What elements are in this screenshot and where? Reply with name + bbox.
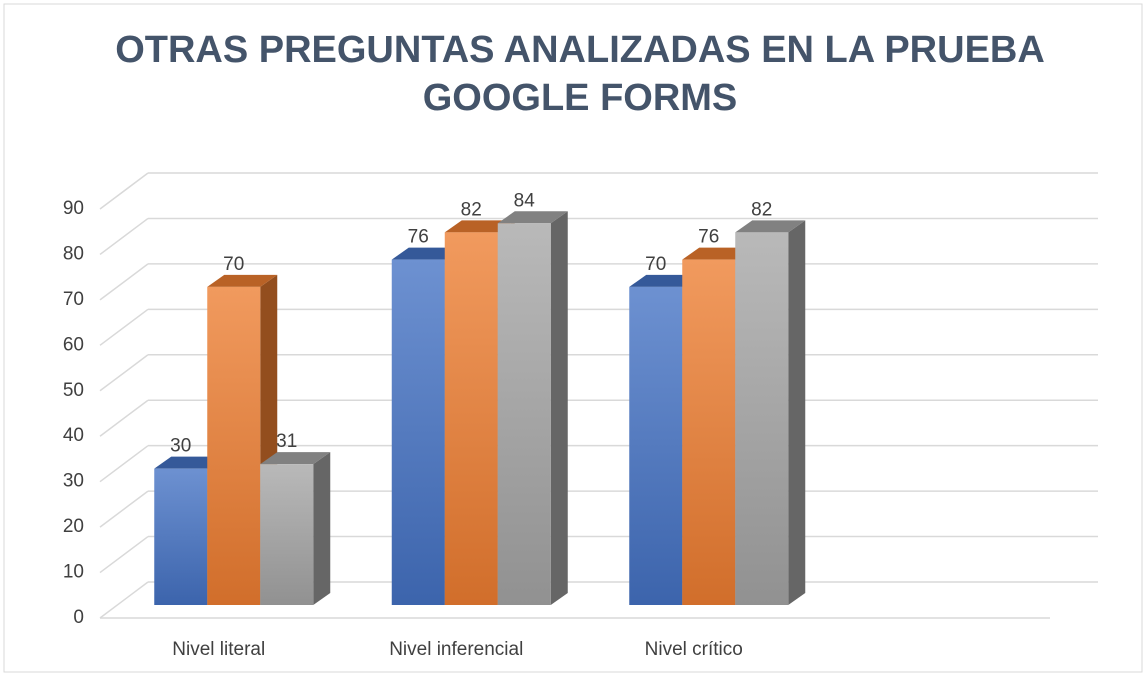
y-tick-label: 20 (63, 516, 84, 537)
chart-title: GOOGLE FORMS (423, 77, 738, 119)
bar-top (735, 220, 806, 233)
y-tick-label: 40 (63, 425, 84, 446)
y-tick-label: 30 (63, 471, 84, 492)
bar-side (550, 211, 568, 605)
x-tick-label: Nivel inferencial (389, 639, 523, 660)
grid-line (99, 217, 149, 256)
grid-line (99, 354, 149, 392)
y-tick-label: 80 (63, 243, 84, 264)
data-label: 30 (170, 436, 191, 457)
bar-top (497, 211, 568, 224)
grid-line (99, 399, 149, 437)
bar (207, 286, 261, 605)
data-label: 76 (698, 227, 719, 248)
bar (391, 259, 445, 605)
data-label: 70 (645, 254, 666, 275)
grid-line (99, 308, 149, 346)
y-tick-label: 90 (63, 198, 84, 219)
bar (154, 468, 208, 605)
bar (629, 286, 683, 605)
data-label: 84 (514, 190, 536, 211)
chart-title: OTRAS PREGUNTAS ANALIZADAS EN LA PRUEBA (115, 29, 1045, 71)
x-tick-label: Nivel literal (172, 639, 265, 660)
bar (497, 223, 551, 605)
x-tick-label: Nivel crítico (645, 639, 743, 660)
bar-top (391, 247, 462, 260)
grid-line (99, 263, 149, 301)
bar-top (154, 456, 225, 469)
bar (444, 232, 498, 605)
grid-line (99, 445, 149, 483)
y-tick-label: 60 (63, 334, 84, 355)
bar-top (444, 220, 515, 233)
bar-side (788, 220, 806, 605)
data-label: 82 (751, 199, 772, 220)
y-tick-label: 10 (63, 562, 84, 583)
grid-line (99, 581, 149, 619)
y-tick-label: 0 (73, 607, 84, 628)
y-tick-label: 70 (63, 289, 84, 310)
grid-line (99, 172, 149, 210)
bar (735, 232, 789, 605)
data-label: 76 (408, 227, 429, 248)
bar-top (629, 274, 700, 287)
y-tick-label: 50 (63, 380, 84, 401)
grid-line (99, 490, 149, 528)
bar-side (313, 452, 331, 605)
bar-top (682, 247, 753, 260)
data-label: 31 (276, 431, 297, 452)
bar-top (260, 452, 331, 465)
bar (260, 464, 314, 605)
bar-top (207, 274, 278, 287)
data-label: 82 (461, 199, 482, 220)
grid-line (99, 535, 149, 574)
data-label: 70 (223, 254, 244, 275)
bar (682, 259, 736, 605)
